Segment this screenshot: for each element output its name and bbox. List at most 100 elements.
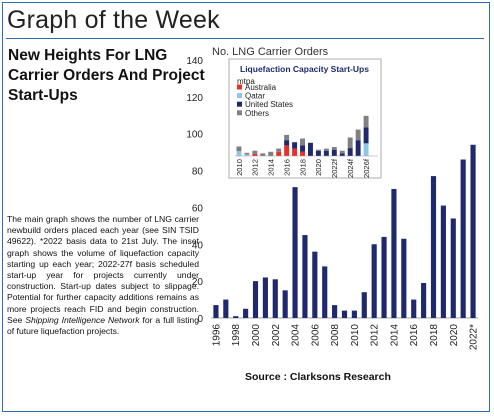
inset-bar-2012-australia	[252, 153, 258, 156]
x-tick-label: 2020	[449, 324, 460, 347]
inset-bar-2017-united-states	[292, 142, 298, 149]
inset-bar-2023f-others	[339, 150, 345, 154]
inset-bar-2024f-others	[347, 137, 353, 149]
bar-2000	[252, 281, 259, 318]
inset-bar-2015-others	[276, 148, 282, 152]
y-tick-label: 40	[192, 240, 204, 251]
bar-2014	[391, 189, 397, 318]
bar-2018	[430, 176, 437, 318]
y-tick-label: 80	[192, 167, 204, 178]
inset-y-unit: mtpa	[237, 77, 255, 86]
inset-x-tick-label: 2022f	[330, 158, 339, 178]
bar-1999	[243, 308, 249, 318]
bar-2002	[272, 279, 278, 318]
bar-2021	[460, 159, 466, 318]
x-tick-label: 2008	[330, 324, 341, 347]
inset-bar-2019-united-states	[308, 142, 313, 156]
inset-bar-2016-australia	[284, 145, 290, 156]
inset-bar-2024f-united-states	[347, 148, 353, 156]
inset-bar-2018-united-states	[300, 145, 305, 152]
bar-1997	[223, 299, 229, 318]
main-chart-title: No. LNG Carrier Orders	[212, 46, 329, 58]
inset-bar-2021-united-states	[323, 150, 329, 156]
inset-bar-2026f-others	[363, 115, 369, 128]
y-tick-label: 120	[186, 93, 203, 104]
inset-bar-2011-qatar	[244, 154, 250, 156]
bar-2019	[440, 205, 446, 318]
inset-bar-2016-others	[284, 134, 290, 141]
inset-legend-swatch	[237, 110, 242, 116]
inset-bar-2026f-united-states	[363, 127, 369, 144]
inset-bar-2011-others	[244, 152, 250, 155]
inset-bar-2017-australia	[292, 148, 298, 156]
x-tick-label: 2022*	[469, 324, 480, 350]
caption-text-end: for a full listing of future liquefactio…	[7, 314, 199, 337]
inset-legend-swatch	[237, 84, 242, 90]
page-title: Graph of the Week	[7, 6, 220, 34]
article-caption: The main graph shows the number of LNG c…	[7, 214, 199, 337]
inset-x-tick-label: 2020	[314, 159, 323, 176]
inset-bar-2018-australia	[300, 151, 305, 156]
y-tick-label: 140	[186, 56, 203, 67]
inset-x-tick-label: 2016	[282, 159, 291, 176]
caption-link-text: Shipping Intelligence Network	[25, 314, 140, 325]
bar-1998	[233, 316, 239, 318]
inset-bar-2026f-qatar	[363, 143, 369, 156]
bar-2004	[292, 187, 298, 318]
x-tick-label: 2016	[409, 324, 420, 347]
inset-legend-label: United States	[245, 100, 293, 109]
inset-chart-title: Liquefaction Capacity Start-Ups	[240, 64, 369, 74]
inset-bar-2022f-others	[331, 147, 337, 150]
inset-bar-2025f-others	[355, 129, 361, 141]
inset-bar-2014-others	[268, 151, 274, 156]
y-tick-label: 20	[192, 277, 204, 288]
inset-legend-label: Australia	[245, 83, 277, 92]
bar-2005	[302, 235, 308, 318]
inset-x-tick-label: 2026f	[362, 158, 371, 178]
bar-2006	[312, 251, 318, 318]
x-tick-label: 2002	[271, 324, 282, 347]
inset-bar-2025f-united-states	[355, 140, 361, 156]
inset-bar-2013-others	[260, 153, 266, 156]
header-divider	[6, 38, 484, 39]
inset-x-tick-label: 2018	[298, 159, 307, 176]
bar-2022*	[470, 144, 476, 318]
inset-x-tick-label: 2024f	[346, 158, 355, 178]
article-subtitle: New Heights For LNG Carrier Orders And P…	[8, 47, 205, 104]
inset-bar-2016-united-states	[284, 140, 290, 146]
x-tick-label: 2012	[370, 324, 381, 347]
inset-legend-label: Others	[245, 109, 269, 118]
graph-frame	[2, 2, 490, 412]
x-tick-label: 1998	[231, 324, 242, 347]
bar-2016	[411, 299, 417, 318]
bar-2008	[332, 305, 338, 318]
inset-bar-2020-united-states	[315, 150, 321, 156]
inset-bar-2010-others	[236, 146, 242, 152]
bar-2011	[361, 292, 367, 318]
y-tick-label: 60	[192, 203, 204, 214]
bar-2012	[371, 244, 377, 318]
inset-x-tick-label: 2014	[267, 159, 276, 176]
inset-legend-swatch	[237, 93, 242, 99]
inset-legend-swatch	[237, 101, 242, 107]
bar-2003	[282, 290, 288, 318]
inset-x-tick-label: 2010	[235, 159, 244, 176]
inset-bar-2010-qatar	[236, 151, 242, 156]
inset-x-tick-label: 2012	[251, 159, 260, 176]
inset-bar-2012-others	[252, 150, 258, 154]
inset-bar-2023f-united-states	[339, 153, 345, 156]
bar-2010	[351, 310, 357, 318]
source-label: Source : Clarksons Research	[245, 371, 391, 383]
y-tick-label: 0	[197, 314, 203, 325]
x-tick-label: 2018	[429, 324, 440, 347]
inset-bar-2020-others	[315, 149, 321, 151]
inset-legend-label: Qatar	[245, 92, 265, 101]
y-tick-label: 100	[186, 130, 203, 141]
inset-bar-2022f-united-states	[331, 149, 337, 156]
x-tick-label: 2006	[310, 324, 321, 347]
bar-2017	[421, 282, 427, 318]
bar-2013	[381, 236, 387, 318]
inset-bar-2018-others	[300, 138, 305, 146]
bar-2015	[401, 238, 407, 318]
